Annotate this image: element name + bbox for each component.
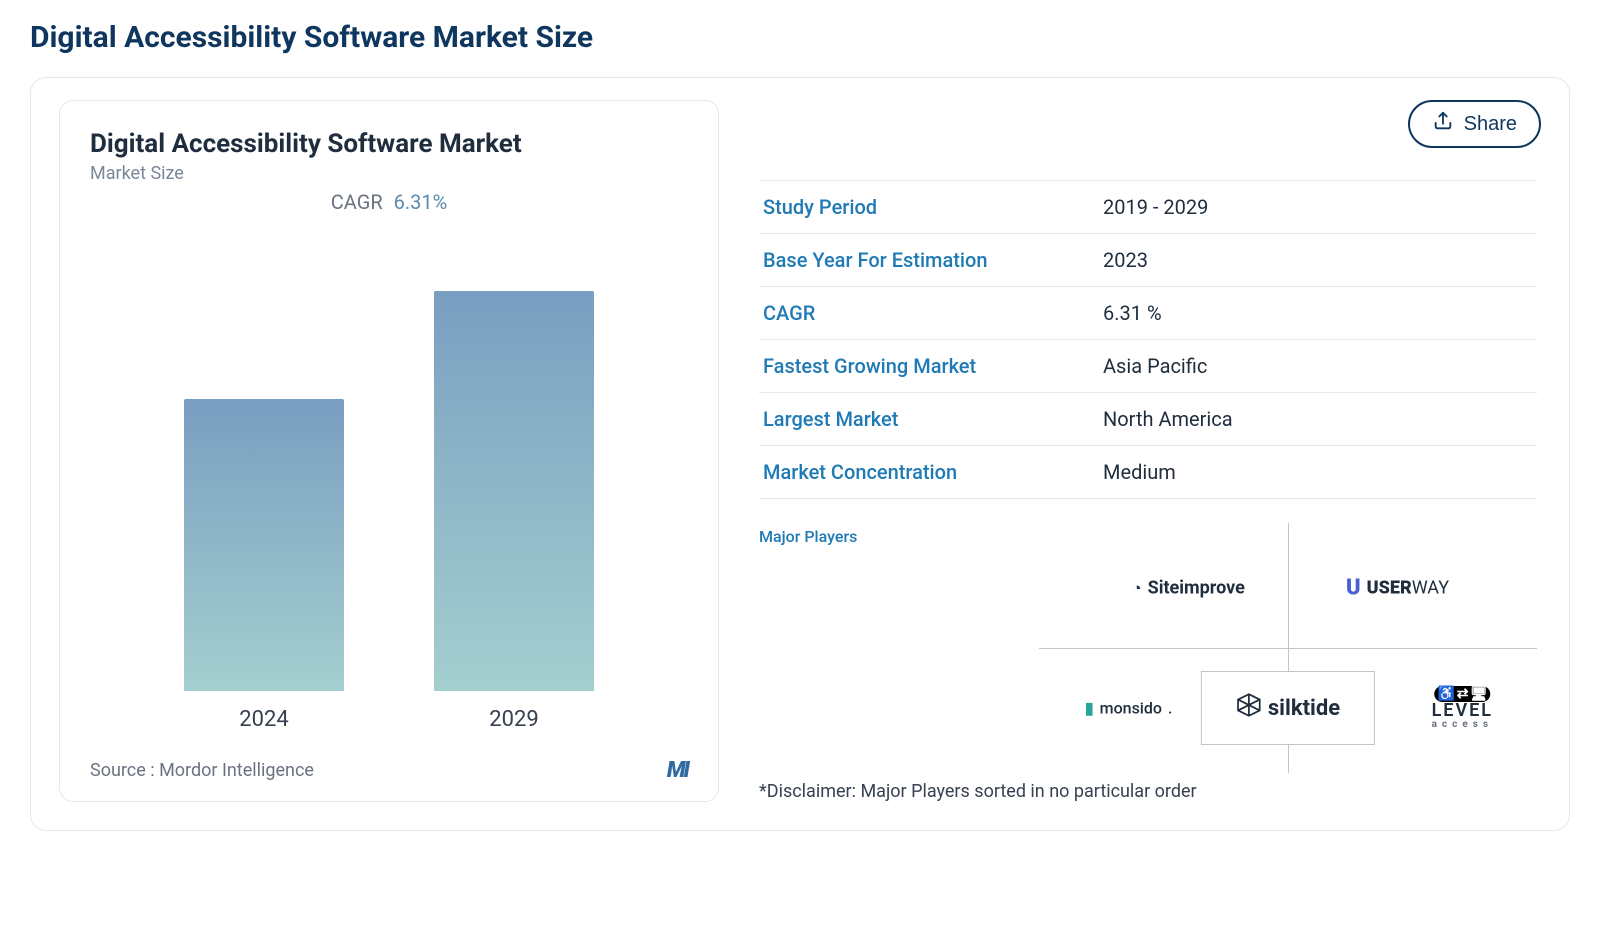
player-siteimprove: ◔ Siteimprove bbox=[1126, 578, 1251, 599]
silktide-icon bbox=[1236, 692, 1262, 724]
bar-rect bbox=[434, 291, 594, 691]
detail-value: 2019 - 2029 bbox=[1103, 195, 1208, 219]
chart-bar: 2024 bbox=[184, 232, 344, 732]
chart-cagr-label: CAGR bbox=[331, 190, 383, 214]
detail-label: Market Concentration bbox=[763, 460, 1103, 484]
mordor-logo-icon: MI bbox=[667, 758, 688, 783]
detail-row: CAGR6.31 % bbox=[759, 287, 1537, 340]
market-details: Study Period2019 - 2029Base Year For Est… bbox=[759, 100, 1541, 802]
chart-cagr-value: 6.31% bbox=[394, 190, 448, 214]
detail-value: North America bbox=[1103, 407, 1233, 431]
page-title: Digital Accessibility Software Market Si… bbox=[30, 20, 1570, 55]
chart-cagr: CAGR 6.31% bbox=[90, 190, 688, 214]
bar-rect bbox=[184, 399, 344, 691]
detail-value: Asia Pacific bbox=[1103, 354, 1207, 378]
player-userway: U USERWAY bbox=[1340, 576, 1455, 601]
bar-category-label: 2024 bbox=[239, 707, 288, 732]
major-players-disclaimer: *Disclaimer: Major Players sorted in no … bbox=[759, 781, 1537, 802]
major-players-section: Major Players ◔ Siteimprove U USERWAY ▮ … bbox=[759, 499, 1537, 773]
chart-source: Source : Mordor Intelligence bbox=[90, 760, 314, 781]
player-silktide: silktide bbox=[1201, 671, 1375, 745]
detail-row: Study Period2019 - 2029 bbox=[759, 180, 1537, 234]
detail-row: Base Year For Estimation2023 bbox=[759, 234, 1537, 287]
chart-bar: 2029 bbox=[434, 232, 594, 732]
market-summary-card: Share Digital Accessibility Software Mar… bbox=[30, 77, 1570, 831]
chart-title: Digital Accessibility Software Market bbox=[90, 129, 688, 159]
detail-label: CAGR bbox=[763, 301, 1103, 325]
detail-label: Base Year For Estimation bbox=[763, 248, 1103, 272]
chart-footer: Source : Mordor Intelligence MI bbox=[90, 758, 688, 783]
detail-label: Fastest Growing Market bbox=[763, 354, 1103, 378]
bar-category-label: 2029 bbox=[489, 707, 538, 732]
player-level-access: ♿ ⇄ 🖥 LEVEL access bbox=[1426, 686, 1499, 730]
detail-value: Medium bbox=[1103, 460, 1176, 484]
share-icon bbox=[1432, 110, 1454, 138]
chart-plot-area: 2024 2029 bbox=[90, 232, 688, 732]
detail-label: Study Period bbox=[763, 195, 1103, 219]
player-monsido: ▮ monsido. bbox=[1079, 699, 1179, 718]
chart-subtitle: Market Size bbox=[90, 163, 688, 184]
detail-value: 6.31 % bbox=[1103, 301, 1162, 325]
detail-value: 2023 bbox=[1103, 248, 1148, 272]
major-players-grid: ◔ Siteimprove U USERWAY ▮ monsido. bbox=[1039, 523, 1537, 773]
detail-row: Largest MarketNorth America bbox=[759, 393, 1537, 446]
detail-row: Market ConcentrationMedium bbox=[759, 446, 1537, 499]
market-size-chart: Digital Accessibility Software Market Ma… bbox=[59, 100, 719, 802]
detail-label: Largest Market bbox=[763, 407, 1103, 431]
share-button[interactable]: Share bbox=[1408, 100, 1541, 148]
share-label: Share bbox=[1464, 113, 1517, 136]
detail-row: Fastest Growing MarketAsia Pacific bbox=[759, 340, 1537, 393]
